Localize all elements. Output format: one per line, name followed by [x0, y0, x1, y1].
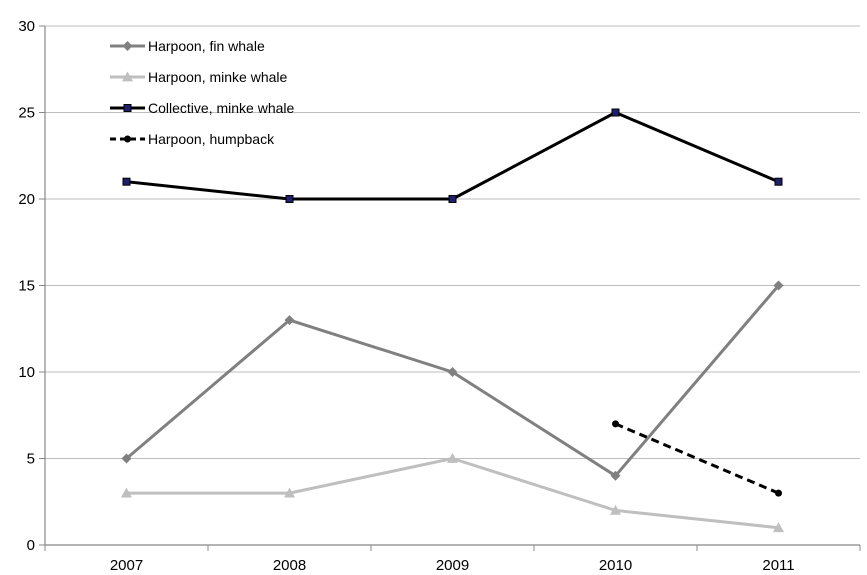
data-point [447, 453, 458, 463]
x-tick-label: 2011 [762, 557, 794, 574]
y-tick-label: 25 [18, 105, 35, 122]
data-point [773, 522, 784, 533]
data-point [612, 420, 619, 428]
legend-marker [123, 104, 132, 112]
x-tick-label: 2009 [436, 557, 469, 574]
x-tick-label: 2010 [599, 557, 632, 574]
data-point [611, 108, 620, 117]
x-tick-label: 2008 [273, 557, 306, 574]
data-point [122, 177, 131, 186]
y-tick-label: 5 [27, 451, 35, 468]
gridlines [45, 25, 860, 459]
y-tick-label: 20 [18, 191, 35, 208]
series-line [126, 111, 780, 201]
x-tick-label: 2007 [110, 557, 143, 574]
y-tick-label: 30 [18, 18, 35, 35]
legend-item: Harpoon, minke whale [110, 69, 288, 85]
x-axis-ticks: 2007 2008 2009 2010 2011 [44, 545, 861, 574]
legend-marker [124, 135, 131, 143]
series-line [125, 284, 780, 478]
y-tick-label: 10 [18, 364, 35, 381]
data-point [284, 315, 295, 326]
legend-item: Collective, minke whale [110, 100, 294, 116]
y-tick-label: 0 [27, 537, 35, 554]
y-axis-ticks: 0 5 10 15 20 25 30 [18, 18, 45, 554]
series-lines [121, 108, 784, 533]
data-point [285, 195, 294, 203]
legend-label: Collective, minke whale [148, 100, 294, 116]
legend-marker [122, 71, 133, 82]
legend-label: Harpoon, minke whale [148, 69, 288, 85]
legend-item: Harpoon, fin whale [110, 38, 265, 54]
series-2 [121, 453, 784, 533]
data-point [610, 504, 621, 515]
legend-item: Harpoon, humpback [110, 131, 275, 147]
legend-label: Harpoon, humpback [148, 131, 275, 147]
series-line [614, 422, 780, 495]
y-tick-label: 15 [18, 278, 35, 295]
series-4 [612, 420, 782, 497]
data-point [121, 453, 132, 464]
data-point [121, 487, 132, 498]
data-point [610, 470, 621, 481]
legend-marker [122, 41, 133, 51]
legend: Harpoon, fin whale Harpoon, minke whale Co… [110, 38, 294, 147]
series-line [126, 457, 779, 530]
data-point [773, 280, 784, 291]
data-point [448, 195, 457, 203]
data-point [447, 367, 458, 377]
data-point [774, 177, 783, 186]
legend-label: Harpoon, fin whale [148, 38, 265, 54]
series-3 [122, 108, 783, 203]
data-point [284, 487, 295, 498]
data-point [775, 489, 782, 497]
series-1 [121, 280, 784, 481]
